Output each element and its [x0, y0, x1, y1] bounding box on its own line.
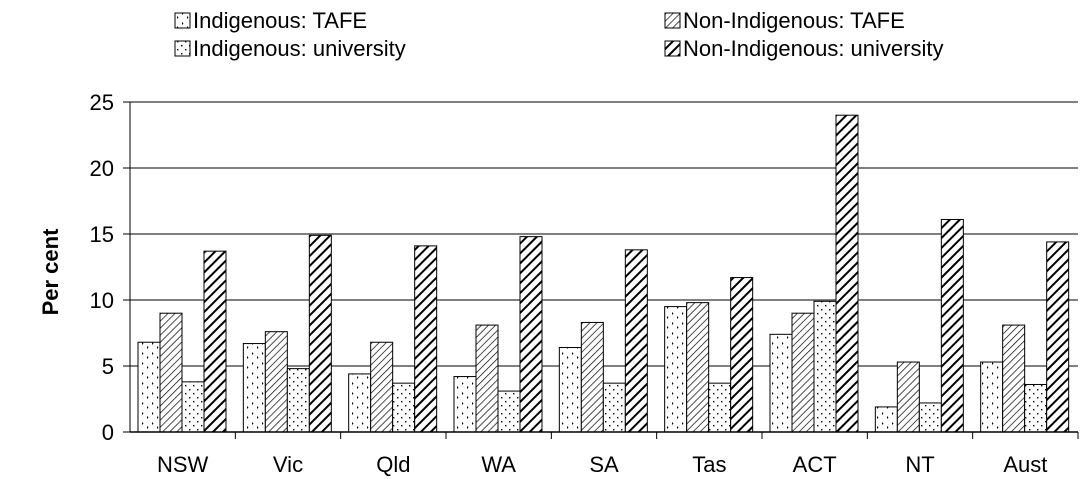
- legend-label: Indigenous: university: [193, 36, 406, 61]
- bar-nt-series-1: [874, 406, 898, 433]
- gridlines: [130, 101, 1078, 367]
- bar-wa-series-4: [519, 236, 543, 433]
- y-tick-label: 20: [90, 156, 114, 181]
- x-tick-label: WA: [481, 452, 516, 477]
- bar-tas-series-2: [686, 302, 710, 433]
- bar-qld-series-4: [414, 245, 438, 433]
- legend-swatch: [664, 12, 681, 29]
- bar-nt-series-3: [918, 402, 942, 433]
- bar-tas-series-4: [730, 277, 754, 433]
- x-tick-label: Aust: [1003, 452, 1047, 477]
- bar-nsw-series-1: [137, 341, 161, 433]
- legend: Indigenous: TAFE Non-Indigenous: TAFE Indi…: [174, 8, 943, 61]
- legend-swatch: [664, 40, 681, 57]
- bar-vic-series-3: [286, 368, 310, 433]
- x-tick-label: ACT: [793, 452, 837, 477]
- y-tick-label: 5: [102, 354, 114, 379]
- legend-swatch: [174, 40, 191, 57]
- legend-label: Indigenous: TAFE: [193, 8, 367, 33]
- bar-qld-series-2: [370, 341, 394, 433]
- x-tick-label: Tas: [692, 452, 726, 477]
- bar-act-series-3: [813, 300, 837, 433]
- bar-vic-series-1: [242, 343, 266, 433]
- x-tick-label: Qld: [376, 452, 410, 477]
- bar-nsw-series-3: [181, 381, 205, 433]
- x-tick-label: NT: [905, 452, 934, 477]
- bar-qld-series-1: [348, 373, 372, 433]
- bar-wa-series-1: [453, 376, 477, 433]
- bar-nsw-series-4: [203, 250, 227, 433]
- x-tick-label: Vic: [273, 452, 303, 477]
- legend-label: Non-Indigenous: TAFE: [683, 8, 905, 33]
- axes: 0 5 10 15 20 25 NSW Vic Qld WA SA Tas ACT NT Aust: [90, 90, 1079, 477]
- bar-tas-series-3: [708, 382, 732, 433]
- bar-act-series-4: [835, 114, 859, 433]
- legend-label: Non-Indigenous: university: [683, 36, 943, 61]
- x-tick-label: NSW: [157, 452, 209, 477]
- y-tick-label: 25: [90, 90, 114, 115]
- x-tick-label: SA: [589, 452, 619, 477]
- bar-series: [137, 114, 1070, 433]
- bar-nsw-series-2: [159, 312, 183, 433]
- bar-wa-series-2: [475, 324, 499, 433]
- bar-sa-series-4: [624, 249, 648, 433]
- y-tick-label: 10: [90, 288, 114, 313]
- bar-qld-series-3: [392, 382, 416, 433]
- bar-nt-series-2: [896, 361, 920, 433]
- y-tick-label: 15: [90, 222, 114, 247]
- bar-aust-series-3: [1024, 383, 1048, 433]
- bar-aust-series-1: [980, 361, 1004, 433]
- bar-tas-series-1: [664, 306, 688, 433]
- bar-aust-series-4: [1046, 241, 1070, 433]
- y-axis-title: Per cent: [38, 228, 63, 315]
- bar-sa-series-1: [558, 347, 582, 433]
- bar-act-series-2: [791, 312, 815, 433]
- legend-swatch: [174, 12, 191, 29]
- y-tick-label: 0: [102, 420, 114, 445]
- bar-vic-series-4: [308, 234, 332, 433]
- bar-sa-series-2: [580, 321, 604, 433]
- bar-nt-series-4: [940, 218, 964, 433]
- bar-wa-series-3: [497, 390, 521, 433]
- bar-aust-series-2: [1002, 324, 1026, 433]
- bar-vic-series-2: [264, 331, 288, 433]
- bar-act-series-1: [769, 333, 793, 433]
- bar-sa-series-3: [602, 382, 626, 433]
